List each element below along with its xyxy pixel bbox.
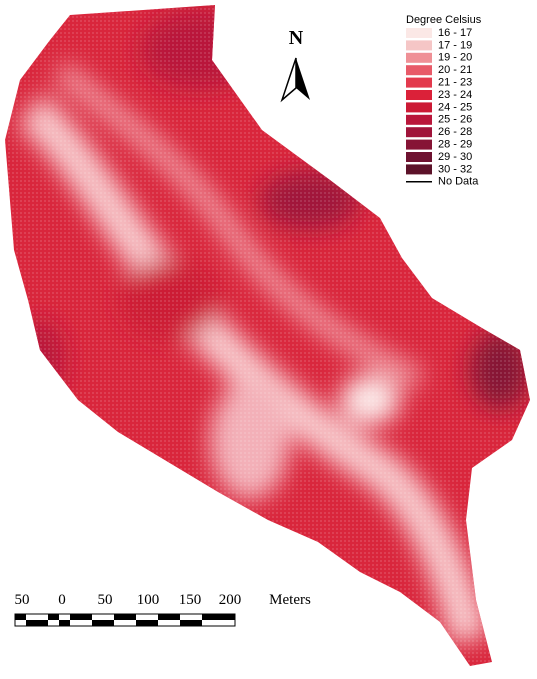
legend-swatch [406,65,432,76]
scale-label: 150 [179,592,202,608]
legend-label: 16 - 17 [438,27,472,39]
north-label: N [289,27,304,49]
legend-swatch [406,77,432,88]
legend-label: 19 - 20 [438,52,472,64]
legend-label: 28 - 29 [438,139,472,151]
scale-label: 50 [15,592,30,608]
legend-swatch [406,90,432,100]
legend-swatch [406,28,432,38]
legend-swatch [406,152,432,162]
legend-swatch [406,40,432,51]
legend-swatch [406,52,432,63]
scale-label: 50 [98,592,113,608]
legend-label: 29 - 30 [438,151,472,163]
north-arrow: N [280,27,310,103]
legend-swatch [406,102,432,113]
legend-label: No Data [438,176,479,188]
scale-bar: Meters 50 0 50 100 150 200 [14,592,311,627]
scale-label: 0 [58,592,66,608]
legend-label: 23 - 24 [438,89,472,101]
legend-label: 21 - 23 [438,77,472,89]
legend-swatch [406,139,432,150]
scale-unit: Meters [269,592,311,608]
legend-label: 30 - 32 [438,163,472,175]
legend-title: Degree Celsius [406,14,482,26]
legend-label: 24 - 25 [438,101,472,113]
scale-label: 200 [219,592,242,608]
legend-label: 20 - 21 [438,64,472,76]
legend-swatch [406,127,432,138]
scale-label: 100 [137,592,160,608]
legend-label: 17 - 19 [438,39,472,51]
legend-swatch [406,114,432,125]
legend-label: 26 - 28 [438,126,472,138]
legend-label: 25 - 26 [438,114,472,126]
legend-swatch [406,164,432,175]
